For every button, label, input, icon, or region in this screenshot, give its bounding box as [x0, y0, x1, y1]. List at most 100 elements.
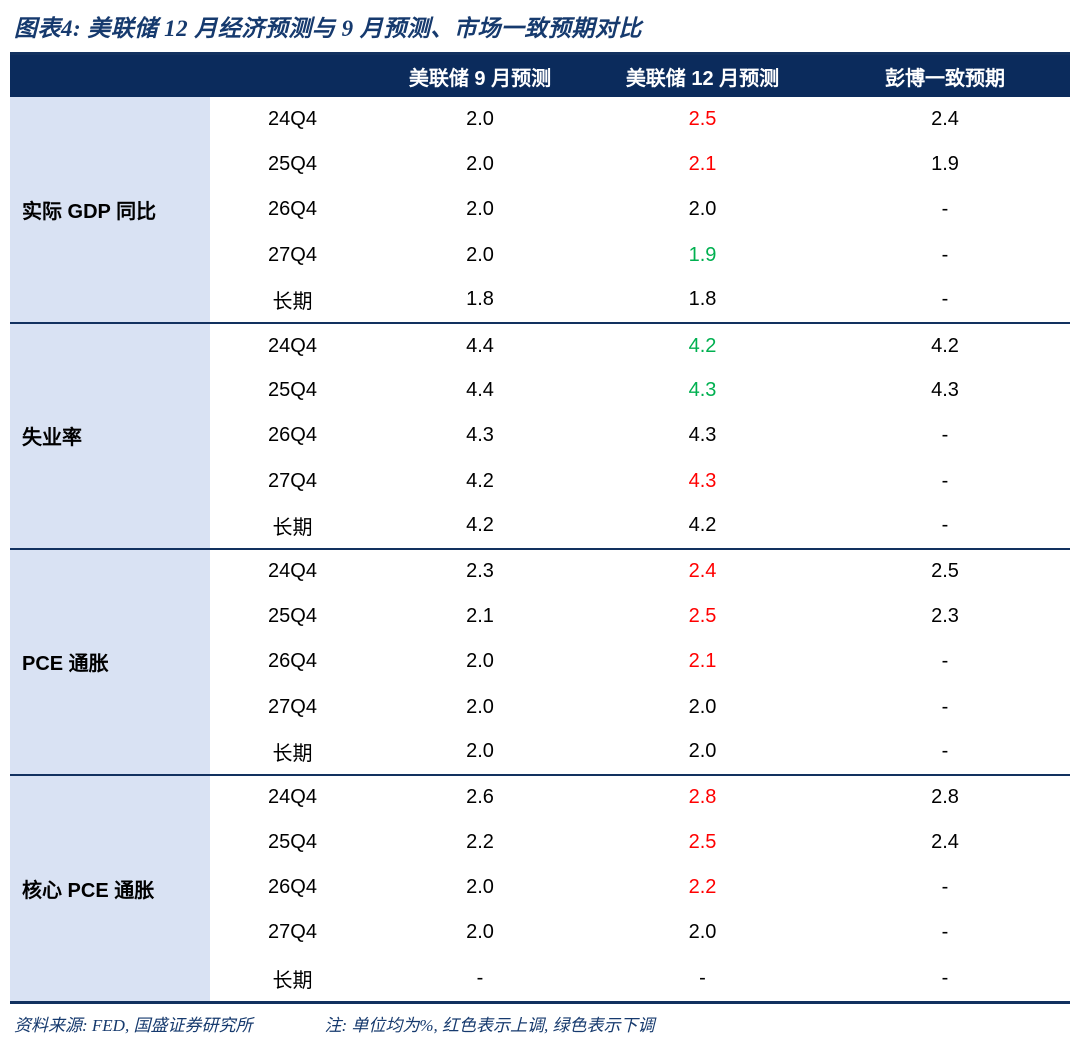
metric-group-label: PCE 通胀 [10, 547, 210, 775]
metric-group-label: 失业率 [10, 321, 210, 549]
bloomberg-consensus-value-cell: 2.5 [820, 547, 1070, 595]
table-row: 26Q4 4.3 4.3 - [10, 413, 1070, 458]
table-row: 长期 4.2 4.2 - [10, 504, 1070, 549]
table-row: 长期 2.0 2.0 - [10, 730, 1070, 775]
table-row: 27Q4 4.2 4.3 - [10, 459, 1070, 504]
fed-december-value-cell: 2.0 [688, 740, 717, 763]
bloomberg-consensus-value-cell: 2.3 [931, 605, 959, 628]
table-header: 美联储 9 月预测 美联储 12 月预测 彭博一致预期 [10, 55, 1070, 97]
bloomberg-consensus-value-cell: 4.3 [931, 379, 959, 402]
fed-december-value-cell: 2.5 [688, 831, 717, 854]
period-cell: 26Q4 [268, 424, 317, 447]
fed-september-value-cell: 4.4 [375, 321, 585, 369]
period-cell: 长期 [272, 743, 313, 766]
fed-december-value-cell: 2.5 [688, 108, 717, 131]
bloomberg-consensus-value-cell: - [941, 740, 949, 763]
figure-title: 图表4: 美联储 12 月经济预测与 9 月预测、市场一致预期对比 [10, 6, 1070, 55]
fed-september-value-cell: 2.0 [466, 876, 494, 899]
metric-group-4: 核心 PCE 通胀 24Q4 2.6 2.8 2.8 25Q4 2.2 2.5 2.4 26Q4 2… [10, 773, 1070, 1001]
period-cell: 24Q4 [210, 321, 375, 369]
fed-september-value-cell: 2.1 [466, 605, 494, 628]
table-row: 27Q4 2.0 2.0 - [10, 684, 1070, 729]
fed-december-value-cell: 2.0 [688, 198, 717, 221]
period-cell: 长期 [272, 969, 313, 992]
fed-september-value-cell: 4.2 [466, 469, 494, 492]
fed-december-value-cell: 2.0 [688, 921, 717, 944]
table-row: 失业率 24Q4 4.4 4.2 4.2 [10, 321, 1070, 549]
fed-september-value-cell: 2.0 [466, 198, 494, 221]
fed-september-value-cell: 2.0 [466, 695, 494, 718]
fed-september-value-cell: 2.0 [466, 243, 494, 266]
bloomberg-consensus-value-cell: - [941, 650, 949, 673]
fed-september-value-cell: 2.0 [466, 108, 494, 131]
fed-december-value-cell: 2.1 [688, 153, 717, 176]
bloomberg-consensus-value-cell: - [941, 288, 949, 311]
bloomberg-consensus-value-cell: - [941, 243, 949, 266]
period-cell: 24Q4 [210, 547, 375, 595]
period-cell: 27Q4 [268, 921, 317, 944]
table-row: 26Q4 2.0 2.0 - [10, 187, 1070, 232]
table-row: 25Q4 2.1 2.5 2.3 [10, 594, 1070, 639]
period-cell: 25Q4 [268, 831, 317, 854]
header-metric-col [10, 55, 210, 97]
fed-december-value-cell: 1.8 [688, 288, 717, 311]
bloomberg-consensus-value-cell: - [941, 198, 949, 221]
bloomberg-consensus-value-cell: - [941, 424, 949, 447]
unit-color-note: 注: 单位均为%, 红色表示上调, 绿色表示下调 [324, 1015, 655, 1035]
fed-september-value-cell: 4.3 [466, 424, 494, 447]
fed-december-value-cell: 4.2 [585, 321, 820, 369]
metric-group-2: 失业率 24Q4 4.4 4.2 4.2 25Q4 4.4 4.3 4.3 26Q4 4.3 4.3-… [10, 321, 1070, 549]
fed-september-value-cell: 2.0 [466, 153, 494, 176]
fed-september-value-cell: 1.8 [466, 288, 494, 311]
fed-december-value-cell: 1.9 [688, 243, 717, 266]
fed-december-value-cell: 4.3 [688, 469, 717, 492]
fed-december-value-cell: 4.2 [688, 514, 717, 537]
period-cell: 24Q4 [210, 773, 375, 820]
fed-september-value-cell: 2.0 [466, 740, 494, 763]
bloomberg-consensus-value-cell: - [941, 695, 949, 718]
header-fed-september-forecast: 美联储 9 月预测 [375, 55, 585, 97]
fed-december-value-cell: 2.8 [585, 773, 820, 820]
table-row: 长期 - - - [10, 956, 1070, 1001]
forecast-table-wrap: 美联储 9 月预测 美联储 12 月预测 彭博一致预期 实际 GDP 同比 24Q… [10, 55, 1070, 1004]
fed-september-value-cell: - [476, 966, 484, 989]
period-cell: 25Q4 [268, 153, 317, 176]
fed-september-value-cell: 2.0 [466, 921, 494, 944]
source-note: 资料来源: FED, 国盛证券研究所 [14, 1015, 253, 1035]
period-cell: 长期 [272, 291, 313, 314]
header-fed-december-forecast: 美联储 12 月预测 [585, 55, 820, 97]
fed-december-value-cell: 2.5 [688, 605, 717, 628]
fed-december-value-cell: - [699, 966, 706, 989]
fed-september-value-cell: 2.6 [375, 773, 585, 820]
header-period-col [210, 55, 375, 97]
fed-december-value-cell: 2.4 [585, 547, 820, 595]
fed-december-value-cell: 4.3 [688, 379, 717, 402]
bloomberg-consensus-value-cell: - [941, 876, 949, 899]
bloomberg-consensus-value-cell: 1.9 [931, 153, 959, 176]
metric-group-label: 核心 PCE 通胀 [10, 773, 210, 1001]
forecast-table: 美联储 9 月预测 美联储 12 月预测 彭博一致预期 实际 GDP 同比 24Q… [10, 55, 1070, 1001]
metric-group-3: PCE 通胀 24Q4 2.3 2.4 2.5 25Q4 2.1 2.5 2.3 26Q4 2.0 2… [10, 547, 1070, 775]
fed-december-value-cell: 2.0 [688, 695, 717, 718]
table-header-row: 美联储 9 月预测 美联储 12 月预测 彭博一致预期 [10, 55, 1070, 97]
period-cell: 长期 [272, 517, 313, 540]
period-cell: 26Q4 [268, 198, 317, 221]
table-row: 25Q4 4.4 4.3 4.3 [10, 368, 1070, 413]
period-cell: 26Q4 [268, 876, 317, 899]
period-cell: 26Q4 [268, 650, 317, 673]
period-cell: 24Q4 [268, 108, 317, 131]
fed-september-value-cell: 2.2 [466, 831, 494, 854]
table-row: 长期 1.8 1.8 - [10, 278, 1070, 323]
period-cell: 27Q4 [268, 243, 317, 266]
table-row: 26Q4 2.0 2.2 - [10, 865, 1070, 910]
bloomberg-consensus-value-cell: - [941, 469, 949, 492]
fed-december-value-cell: 2.2 [688, 876, 717, 899]
table-row: 25Q4 2.0 2.1 1.9 [10, 142, 1070, 187]
table-row: PCE 通胀 24Q4 2.3 2.4 2.5 [10, 547, 1070, 775]
period-cell: 25Q4 [268, 379, 317, 402]
figure-footer: 资料来源: FED, 国盛证券研究所 注: 单位均为%, 红色表示上调, 绿色表… [10, 1004, 1070, 1040]
fed-september-value-cell: 2.3 [375, 547, 585, 595]
bloomberg-consensus-value-cell: 2.4 [931, 108, 959, 131]
header-bloomberg-consensus: 彭博一致预期 [820, 55, 1070, 97]
